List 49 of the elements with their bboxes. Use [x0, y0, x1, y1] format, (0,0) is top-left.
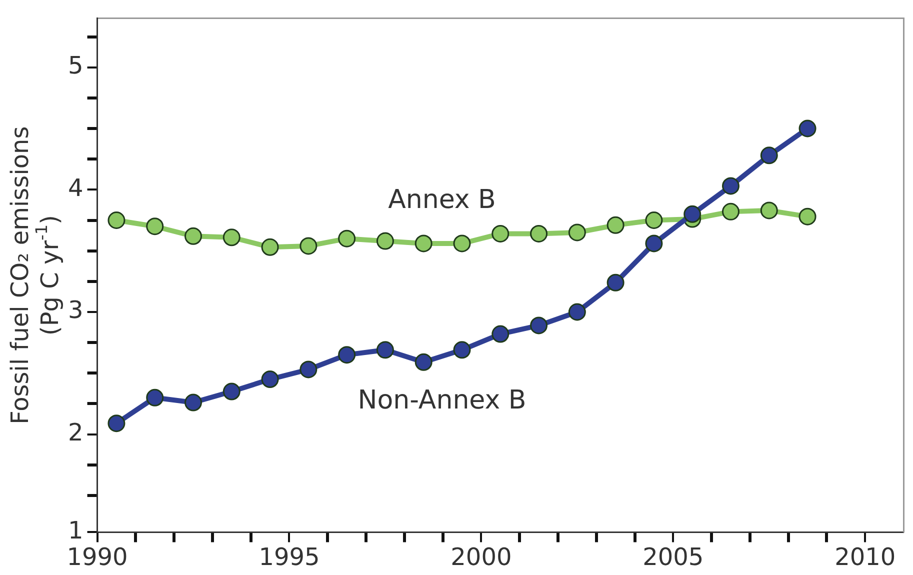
point	[261, 238, 279, 256]
point	[414, 234, 432, 252]
series-label: Non-Annex B	[358, 386, 526, 416]
point	[645, 212, 663, 229]
point	[376, 232, 394, 250]
point	[530, 316, 548, 334]
point	[568, 224, 586, 242]
point	[338, 346, 356, 364]
point	[300, 237, 318, 255]
x-tick-label: 2005	[642, 542, 704, 571]
y-tick-label: 1	[68, 516, 84, 544]
point	[146, 218, 164, 236]
point	[760, 202, 778, 220]
x-tick-label: 1995	[258, 542, 320, 571]
point	[760, 146, 778, 164]
point	[222, 382, 240, 400]
point	[492, 325, 510, 343]
point	[376, 341, 394, 359]
point	[492, 224, 510, 242]
point	[184, 394, 202, 412]
point	[722, 177, 740, 195]
point	[645, 234, 663, 252]
point	[108, 212, 126, 229]
point	[261, 370, 279, 388]
point	[300, 360, 318, 378]
point	[798, 208, 816, 226]
y-tick-label: 2	[68, 418, 84, 447]
point	[798, 120, 816, 138]
point	[108, 414, 126, 432]
point	[568, 303, 586, 321]
point	[684, 205, 702, 223]
point	[338, 230, 356, 248]
point	[530, 224, 548, 242]
point	[606, 216, 624, 234]
y-tick-label: 4	[68, 174, 84, 202]
point	[453, 234, 471, 252]
x-tick-label: 2000	[450, 542, 512, 571]
x-tick-label: 1990	[66, 542, 128, 571]
point	[414, 353, 432, 371]
y-tick-label: 5	[68, 52, 84, 80]
y-tick-label: 3	[68, 296, 84, 324]
point	[722, 202, 740, 220]
series-label: Annex B	[388, 185, 496, 216]
point	[453, 341, 471, 359]
point	[606, 274, 624, 292]
point	[146, 388, 164, 406]
point	[184, 227, 202, 245]
x-tick-label: 2010	[834, 542, 896, 571]
point	[222, 228, 240, 246]
